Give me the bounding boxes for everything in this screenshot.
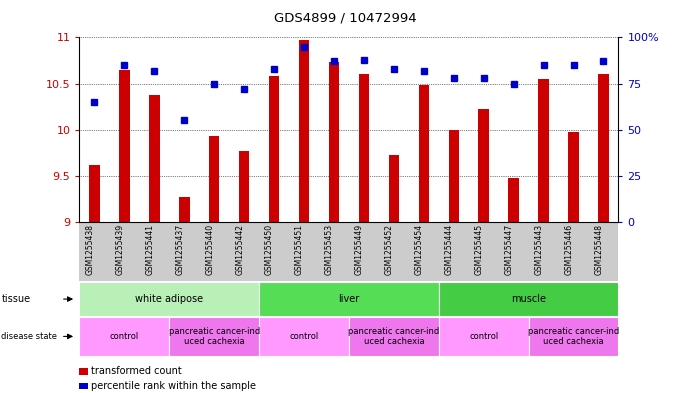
Bar (359, 74, 369, 222)
Text: GSM1255451: GSM1255451 (295, 224, 304, 275)
Text: GSM1255443: GSM1255443 (535, 224, 544, 275)
Text: GSM1255440: GSM1255440 (205, 224, 214, 275)
Text: pancreatic cancer-ind
uced cachexia: pancreatic cancer-ind uced cachexia (169, 327, 260, 346)
Bar (568, 132, 579, 222)
Text: disease state: disease state (1, 332, 57, 341)
Text: GSM1255441: GSM1255441 (145, 224, 154, 275)
Text: percentile rank within the sample: percentile rank within the sample (91, 381, 256, 391)
Bar (419, 85, 429, 222)
Text: GSM1255446: GSM1255446 (565, 224, 574, 275)
Text: control: control (290, 332, 319, 341)
Bar (89, 165, 100, 222)
Bar (448, 130, 459, 222)
Text: pancreatic cancer-ind
uced cachexia: pancreatic cancer-ind uced cachexia (528, 327, 619, 346)
Text: GSM1255449: GSM1255449 (355, 224, 364, 275)
Text: GSM1255452: GSM1255452 (385, 224, 394, 275)
Text: GSM1255437: GSM1255437 (176, 224, 184, 275)
Text: muscle: muscle (511, 294, 546, 304)
Bar (329, 62, 339, 222)
Text: GSM1255438: GSM1255438 (86, 224, 95, 275)
Bar (299, 40, 310, 222)
Text: GSM1255444: GSM1255444 (445, 224, 454, 275)
Bar (179, 197, 189, 222)
Text: GDS4899 / 10472994: GDS4899 / 10472994 (274, 12, 417, 25)
Bar (478, 109, 489, 222)
Text: GSM1255439: GSM1255439 (115, 224, 124, 275)
Text: GSM1255454: GSM1255454 (415, 224, 424, 275)
Text: control: control (110, 332, 139, 341)
Text: GSM1255442: GSM1255442 (235, 224, 244, 275)
Text: white adipose: white adipose (135, 294, 203, 304)
Text: GSM1255447: GSM1255447 (504, 224, 513, 275)
Bar (509, 178, 519, 222)
Bar (388, 154, 399, 222)
Bar (598, 74, 609, 222)
Text: liver: liver (339, 294, 359, 304)
Bar (149, 95, 160, 222)
Bar (538, 79, 549, 222)
Text: GSM1255445: GSM1255445 (475, 224, 484, 275)
Bar (269, 76, 279, 222)
Text: transformed count: transformed count (91, 366, 181, 376)
Text: tissue: tissue (1, 294, 30, 304)
Bar (119, 70, 130, 222)
Bar (209, 136, 220, 222)
Text: pancreatic cancer-ind
uced cachexia: pancreatic cancer-ind uced cachexia (348, 327, 439, 346)
Bar (239, 151, 249, 222)
Text: GSM1255453: GSM1255453 (325, 224, 334, 275)
Text: GSM1255448: GSM1255448 (594, 224, 603, 275)
Text: GSM1255450: GSM1255450 (265, 224, 274, 275)
Text: control: control (469, 332, 498, 341)
